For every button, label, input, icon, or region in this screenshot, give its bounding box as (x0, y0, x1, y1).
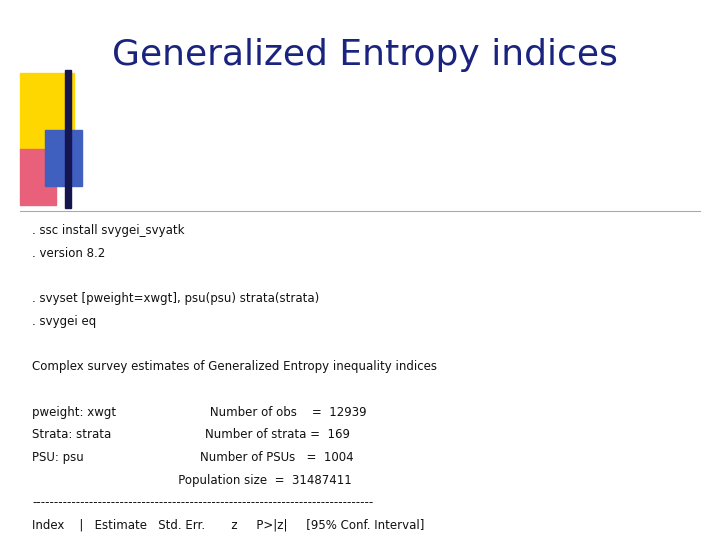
Text: Index    |   Estimate   Std. Err.       z     P>|z|     [95% Conf. Interval]: Index | Estimate Std. Err. z P>|z| [95% … (32, 519, 425, 532)
Text: Population size  =  31487411: Population size = 31487411 (32, 474, 352, 487)
Bar (20, 148, 56, 205)
Bar (45, 130, 82, 186)
Text: Complex survey estimates of Generalized Entropy inequality indices: Complex survey estimates of Generalized … (32, 360, 438, 373)
Text: Generalized Entropy indices: Generalized Entropy indices (112, 38, 618, 72)
Text: ------------------------------------------------------------------------------: ----------------------------------------… (32, 496, 374, 509)
Text: . ssc install svygei_svyatk: . ssc install svygei_svyatk (32, 224, 185, 237)
Text: . version 8.2: . version 8.2 (32, 247, 106, 260)
Text: . svygei eq: . svygei eq (32, 315, 96, 328)
Bar (20, 73, 74, 151)
Text: pweight: xwgt                         Number of obs    =  12939: pweight: xwgt Number of obs = 12939 (32, 406, 367, 419)
Text: Strata: strata                         Number of strata =  169: Strata: strata Number of strata = 169 (32, 428, 351, 441)
Text: PSU: psu                               Number of PSUs   =  1004: PSU: psu Number of PSUs = 1004 (32, 451, 354, 464)
Text: . svyset [pweight=xwgt], psu(psu) strata(strata): . svyset [pweight=xwgt], psu(psu) strata… (32, 292, 320, 305)
Bar (65, 70, 71, 208)
